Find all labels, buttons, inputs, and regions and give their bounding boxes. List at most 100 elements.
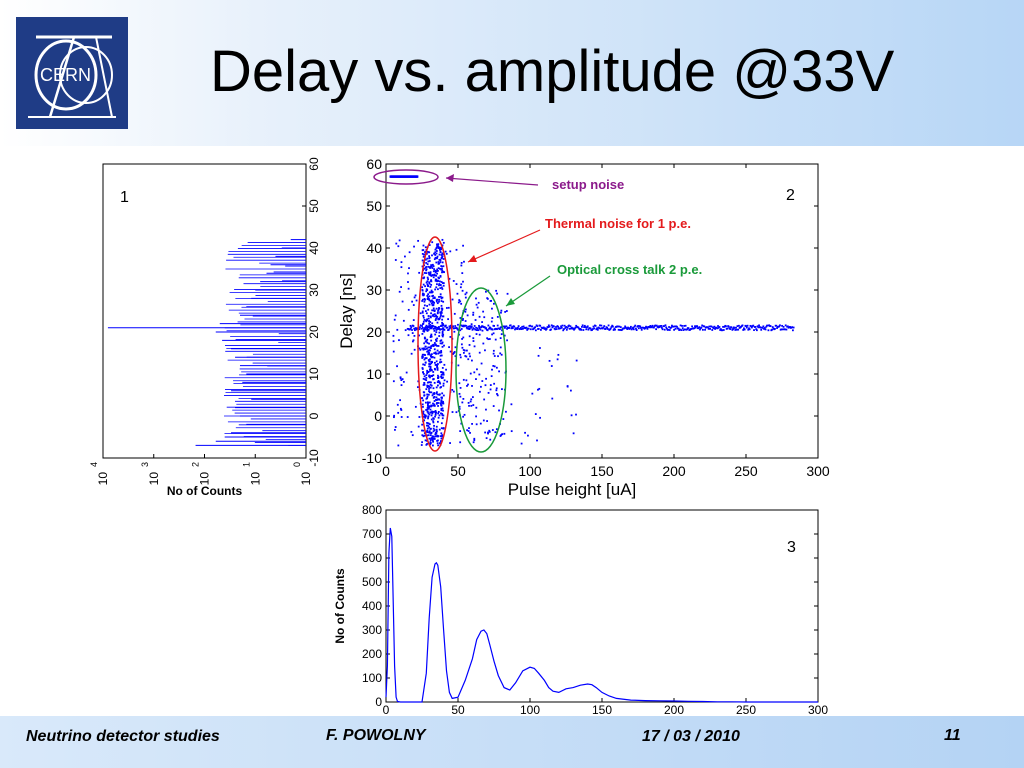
panel-2-point	[427, 415, 430, 418]
panel-2-point	[499, 346, 502, 349]
panel-2-band-point	[726, 327, 729, 330]
panel-2-point	[469, 400, 472, 403]
slide-footer	[0, 716, 1024, 768]
panel-1-xtick-base: 10	[96, 472, 110, 486]
panel-2-point	[435, 344, 437, 347]
panel-2-band-point	[467, 325, 470, 328]
panel-2-band-point	[496, 328, 498, 331]
panel-2-point	[432, 297, 435, 300]
panel-2-point	[432, 417, 435, 420]
panel-2-point	[461, 401, 464, 404]
panel-2-point	[437, 247, 440, 250]
panel-2-point	[433, 258, 436, 261]
panel-2-point	[422, 435, 425, 437]
panel-2-band-point	[599, 327, 602, 330]
panel-2-point	[437, 245, 440, 247]
panel-2-point	[461, 346, 464, 349]
panel-2-band-point	[554, 328, 557, 331]
panel-2-point	[432, 265, 435, 268]
panel-2-point	[420, 444, 423, 446]
cross-talk-arrowhead	[506, 298, 515, 306]
panel-2-point	[439, 295, 442, 298]
panel-2-point	[435, 261, 438, 264]
panel-2-band-point	[506, 327, 508, 330]
panel-2-point	[481, 321, 484, 323]
panel-2-band-point	[594, 324, 597, 327]
panel-2-point	[551, 397, 554, 400]
panel-2-point	[499, 435, 502, 437]
panel-2-point	[435, 364, 438, 366]
panel-2-point	[440, 300, 443, 302]
panel-2-point	[431, 435, 434, 438]
panel-2-point	[422, 314, 425, 317]
panel-2-point	[463, 349, 466, 352]
panel-2-point	[438, 246, 441, 249]
panel-2-band-point	[767, 329, 770, 332]
panel-2-band-point	[566, 326, 569, 329]
panel-2-band-point	[700, 326, 703, 329]
panel-2-band-point	[684, 324, 687, 327]
panel-2-band-point	[489, 327, 492, 329]
panel-2-point	[435, 396, 438, 399]
panel-2-point	[434, 361, 436, 364]
panel-2-band-point	[792, 326, 795, 329]
panel-2-point	[430, 362, 433, 365]
panel-2-point	[427, 349, 430, 352]
panel-2-point	[539, 347, 541, 349]
panel-2-point	[436, 439, 439, 442]
panel-2-point	[397, 411, 400, 414]
panel-2-band-point	[676, 325, 678, 328]
panel-2-point	[440, 440, 442, 442]
panel-2-point	[449, 250, 452, 253]
panel-2-band-point	[432, 327, 435, 330]
panel-2-point	[495, 366, 498, 369]
panel-2-point	[459, 356, 462, 359]
panel-2-point	[439, 248, 442, 251]
panel-2-band-point	[555, 328, 558, 330]
panel-2-point	[464, 310, 467, 313]
panel-2-point	[451, 411, 454, 413]
panel-2-point	[437, 374, 439, 377]
panel-2-band-point	[632, 326, 634, 329]
panel-2-point	[427, 403, 429, 406]
panel-2-point	[422, 377, 425, 380]
panel-2-point	[438, 393, 441, 396]
panel-2-point	[493, 365, 496, 368]
panel-2-point	[424, 298, 426, 301]
panel-2-band-point	[529, 324, 531, 327]
panel-2-band-point	[779, 324, 781, 327]
panel-2-band-point	[784, 324, 787, 327]
panel-2-band-point	[454, 325, 457, 327]
panel-2-point	[454, 346, 457, 349]
panel-2-point	[492, 332, 495, 335]
panel-2-band-point	[423, 328, 426, 331]
panel-2-point	[421, 310, 424, 313]
panel-2-point	[426, 386, 429, 389]
panel-2-point	[423, 375, 426, 378]
panel-2-point	[485, 408, 487, 411]
panel-2-point	[468, 335, 471, 338]
panel-2-band-point	[603, 325, 606, 327]
panel-2-point	[427, 359, 430, 361]
panel-2-band-point	[420, 327, 423, 330]
cross-talk-label: Optical cross talk 2 p.e.	[557, 262, 702, 277]
panel-2-point	[429, 369, 432, 372]
panel-2-point	[460, 264, 463, 267]
panel-2-point	[496, 315, 499, 318]
panel-2-point	[431, 394, 434, 397]
panel-2-point	[436, 398, 439, 401]
panel-2-point	[423, 336, 426, 339]
panel-2-point	[440, 371, 443, 373]
panel-2-point	[471, 422, 473, 425]
panel-2-band-point	[508, 326, 511, 329]
panel-2-band-point	[629, 327, 632, 330]
panel-2-band-point	[723, 325, 726, 328]
panel-2-band-point	[534, 329, 537, 332]
panel-2-band-point	[730, 326, 733, 329]
panel-2-band-point	[501, 329, 503, 332]
panel-2-point	[428, 365, 431, 368]
panel-2-point	[424, 357, 427, 359]
panel-2-point	[429, 439, 432, 442]
panel-2-point	[438, 253, 441, 256]
panel-2-point	[426, 369, 429, 372]
